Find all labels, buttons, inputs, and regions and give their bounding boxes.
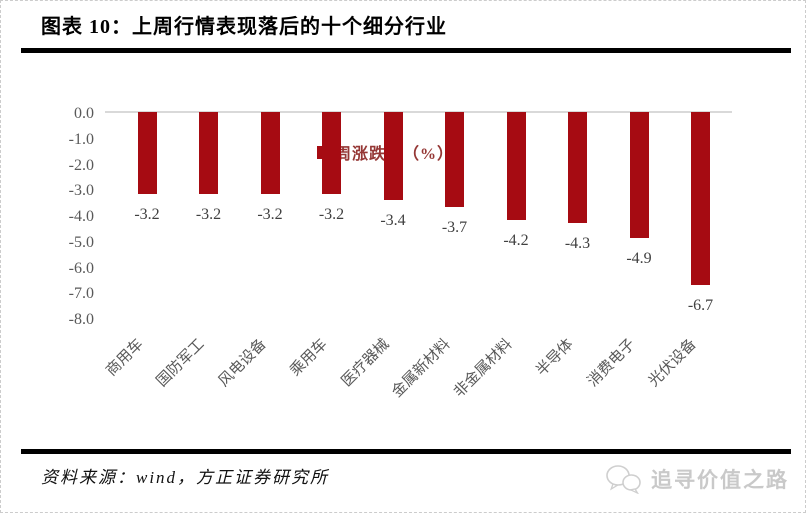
bar-value-label: -3.7 xyxy=(441,219,468,237)
bar-value-label: -3.2 xyxy=(318,206,345,224)
y-tick-label: -2.0 xyxy=(68,156,94,174)
bar-value-label: -3.4 xyxy=(380,211,406,229)
bar xyxy=(260,112,280,195)
zero-axis-line xyxy=(105,111,732,113)
bar xyxy=(137,112,157,195)
bar-value-label: -4.9 xyxy=(626,250,652,268)
y-tick-label: -5.0 xyxy=(68,233,94,251)
y-tick-label: -1.0 xyxy=(68,130,94,148)
bar xyxy=(322,112,341,195)
bar-chart: 周涨跌幅（%） 0.0-1.0-2.0-3.0-4.0-5.0-6.0-7.0-… xyxy=(1,57,806,447)
category-label: 半导体 xyxy=(533,336,578,380)
title-divider xyxy=(21,48,791,53)
page-title: 图表 10：上周行情表现落后的十个细分行业 xyxy=(41,16,447,38)
watermark: 追寻价值之路 xyxy=(605,464,789,494)
bar-value-label: -3.2 xyxy=(195,206,222,224)
bar-value-label: -3.2 xyxy=(134,206,160,224)
y-tick-label: -8.0 xyxy=(68,311,94,328)
y-tick-label: 0.0 xyxy=(74,105,94,122)
category-label: 乘用车 xyxy=(287,336,332,380)
bar xyxy=(629,112,649,239)
bar-value-label: -4.2 xyxy=(503,232,529,250)
bar-value-label: -3.2 xyxy=(257,206,283,224)
bar xyxy=(445,112,464,208)
category-label: 风电设备 xyxy=(215,336,270,391)
footer-divider xyxy=(21,449,791,454)
bar xyxy=(383,112,403,200)
y-tick-label: -4.0 xyxy=(68,208,94,225)
category-label: 医疗器械 xyxy=(338,336,393,391)
bar xyxy=(568,112,587,223)
category-label: 非金属材料 xyxy=(451,336,516,401)
watermark-label: 追寻价值之路 xyxy=(651,468,789,492)
bar xyxy=(506,112,526,221)
y-tick-label: -3.0 xyxy=(68,182,94,200)
source-note: 资料来源：wind，方正证券研究所 xyxy=(41,468,330,487)
y-tick-label: -6.0 xyxy=(68,259,94,277)
category-label: 国防军工 xyxy=(154,336,209,391)
wechat-icon xyxy=(606,465,641,494)
category-label: 商用车 xyxy=(103,336,147,380)
bar-value-label: -4.3 xyxy=(564,234,591,252)
bar-value-label: -6.7 xyxy=(687,296,714,314)
y-tick-label: -7.0 xyxy=(68,285,94,303)
category-label: 光伏设备 xyxy=(646,336,701,391)
bar xyxy=(199,112,218,195)
category-label: 金属新材料 xyxy=(389,336,455,401)
category-label: 消费电子 xyxy=(584,336,639,391)
bar xyxy=(691,112,710,285)
